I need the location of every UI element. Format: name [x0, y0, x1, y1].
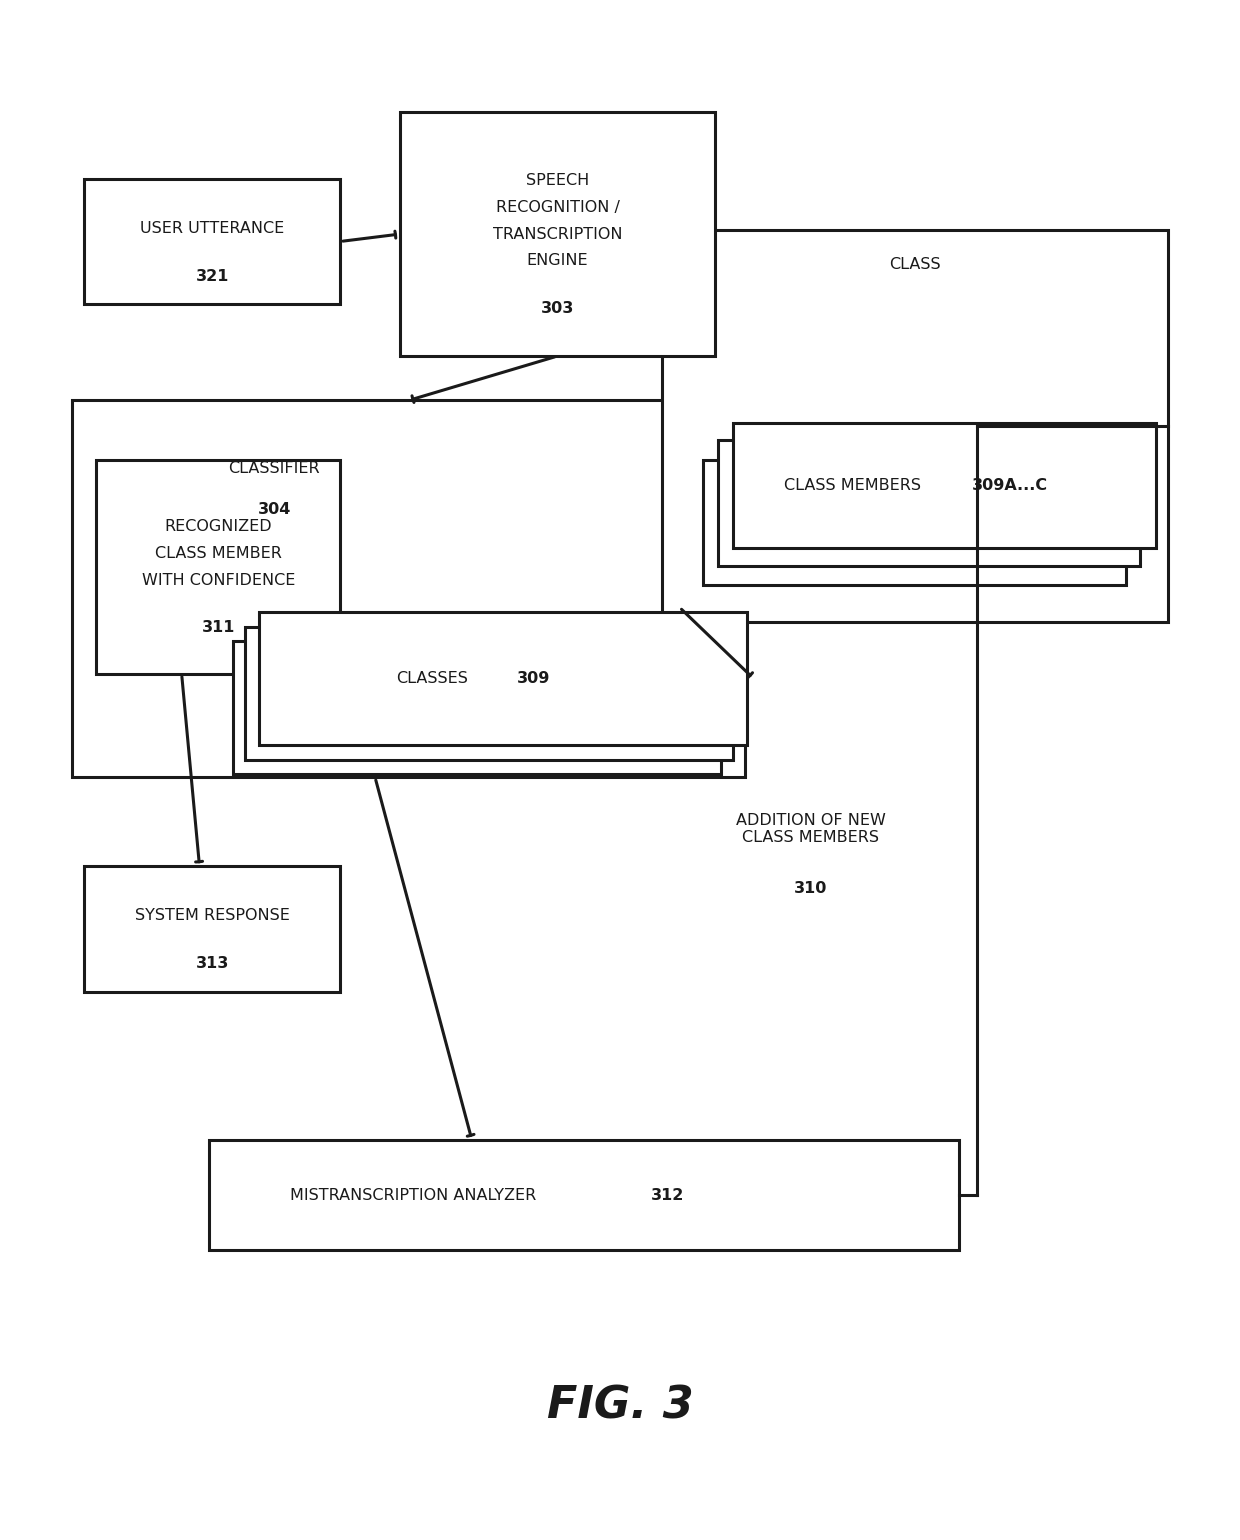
Text: TRANSCRIPTION: TRANSCRIPTION: [492, 226, 622, 242]
Text: CLASS MEMBERS: CLASS MEMBERS: [784, 477, 920, 493]
FancyBboxPatch shape: [662, 231, 1168, 622]
Text: 309: 309: [516, 671, 549, 685]
FancyBboxPatch shape: [72, 400, 745, 778]
Text: ADDITION OF NEW
CLASS MEMBERS: ADDITION OF NEW CLASS MEMBERS: [735, 813, 885, 845]
FancyBboxPatch shape: [84, 179, 340, 305]
Text: 304: 304: [258, 502, 291, 517]
Text: CLASS MEMBER: CLASS MEMBER: [155, 545, 281, 561]
FancyBboxPatch shape: [703, 459, 1126, 585]
FancyBboxPatch shape: [97, 459, 340, 675]
FancyBboxPatch shape: [246, 627, 733, 759]
Text: CLASS: CLASS: [889, 257, 940, 273]
FancyBboxPatch shape: [259, 611, 748, 745]
Text: 310: 310: [794, 881, 827, 896]
FancyBboxPatch shape: [733, 422, 1156, 548]
FancyBboxPatch shape: [399, 112, 715, 356]
FancyBboxPatch shape: [210, 1140, 960, 1250]
Text: SPEECH: SPEECH: [526, 174, 589, 188]
Text: 312: 312: [651, 1187, 684, 1203]
Text: 303: 303: [541, 302, 574, 316]
Text: ENGINE: ENGINE: [527, 253, 588, 268]
Text: RECOGNIZED: RECOGNIZED: [165, 519, 272, 534]
FancyBboxPatch shape: [233, 641, 722, 775]
Text: WITH CONFIDENCE: WITH CONFIDENCE: [141, 573, 295, 588]
Text: FIG. 3: FIG. 3: [547, 1384, 693, 1428]
Text: 309A...C: 309A...C: [972, 477, 1048, 493]
Text: 313: 313: [196, 956, 229, 972]
Text: 321: 321: [196, 268, 229, 283]
FancyBboxPatch shape: [84, 865, 340, 992]
Text: 311: 311: [202, 621, 234, 636]
Text: MISTRANSCRIPTION ANALYZER: MISTRANSCRIPTION ANALYZER: [290, 1187, 537, 1203]
Text: CLASSES: CLASSES: [396, 671, 467, 685]
Text: SYSTEM RESPONSE: SYSTEM RESPONSE: [135, 909, 290, 922]
Text: CLASSIFIER: CLASSIFIER: [228, 460, 320, 476]
Text: USER UTTERANCE: USER UTTERANCE: [140, 220, 284, 236]
Text: RECOGNITION /: RECOGNITION /: [496, 200, 620, 216]
FancyBboxPatch shape: [718, 440, 1141, 567]
